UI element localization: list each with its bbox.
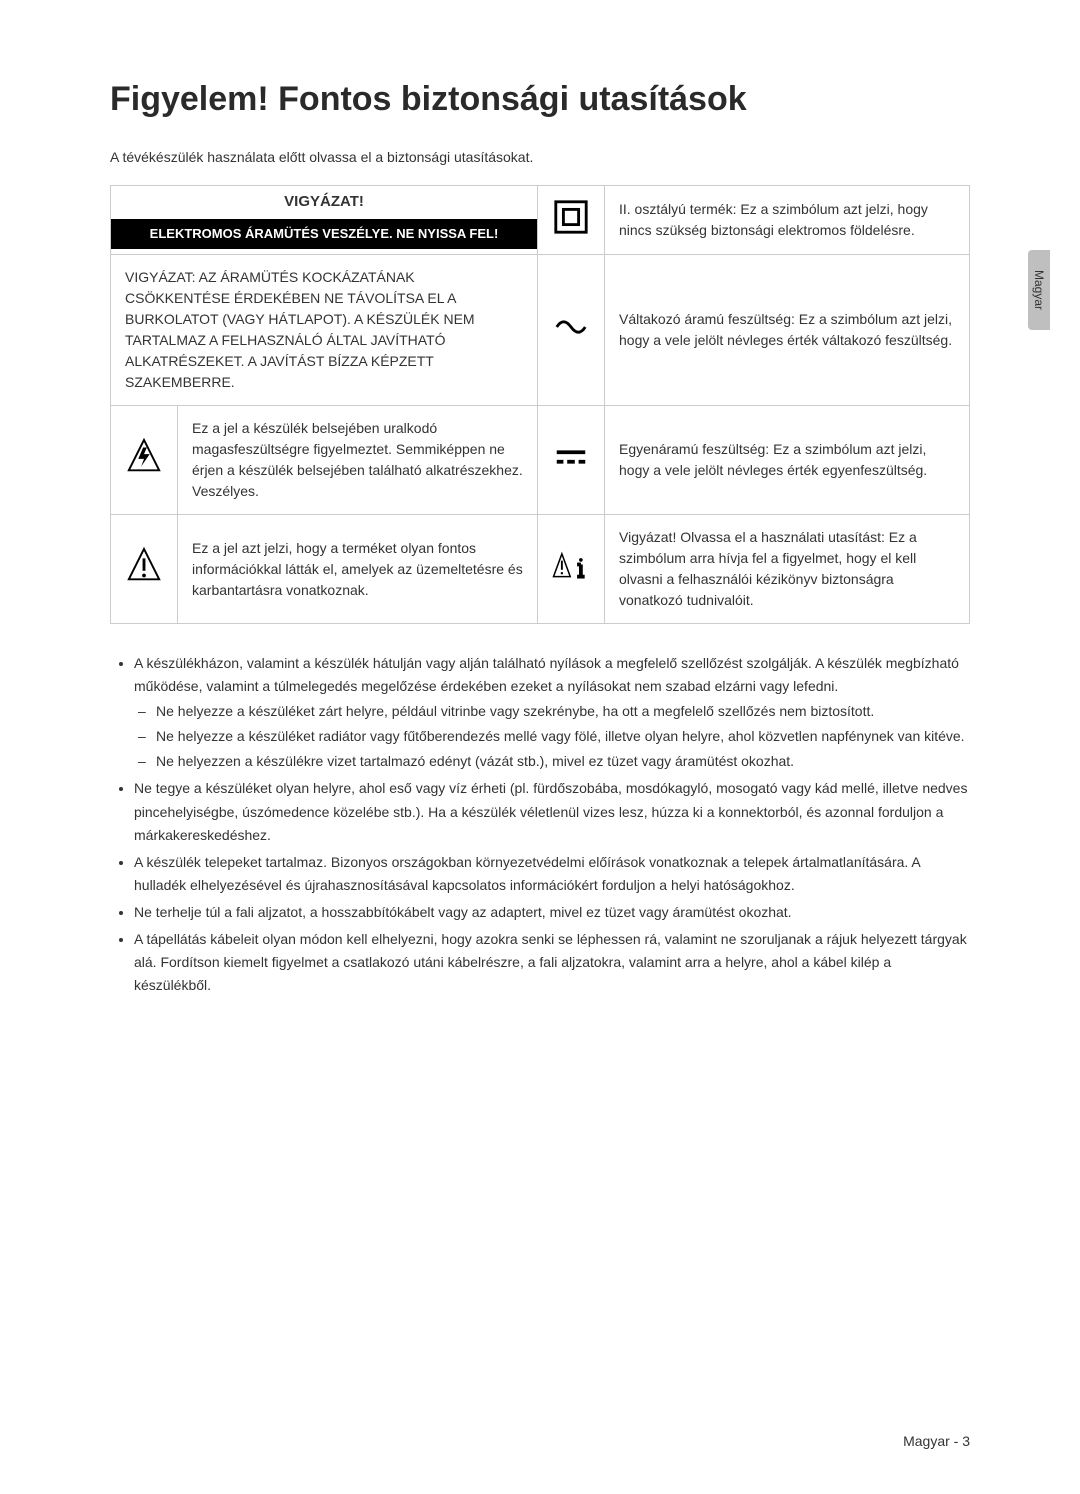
intro-text: A tévékészülék használata előtt olvassa … — [110, 149, 970, 165]
ac-icon-cell — [538, 255, 605, 406]
list-item: A készülékházon, valamint a készülék hát… — [134, 652, 970, 773]
sub-list-item: Ne helyezze a készüléket zárt helyre, pé… — [156, 700, 970, 723]
list-item: A készülék telepeket tartalmaz. Bizonyos… — [134, 851, 970, 897]
list-item: Ne terhelje túl a fali aljzatot, a hossz… — [134, 901, 970, 924]
safety-notes-list: A készülékházon, valamint a készülék hát… — [110, 652, 970, 997]
page-footer: Magyar - 3 — [903, 1433, 970, 1449]
sub-list: Ne helyezze a készüléket zárt helyre, pé… — [134, 700, 970, 773]
info-triangle-icon-cell — [111, 515, 178, 624]
sub-list-item: Ne helyezzen a készülékre vizet tartalma… — [156, 750, 970, 773]
ac-icon — [552, 308, 590, 346]
dc-icon — [552, 438, 590, 476]
list-item-text: A készülékházon, valamint a készülék hát… — [134, 655, 959, 694]
ac-desc: Váltakozó áramú feszültség: Ez a szimból… — [605, 255, 970, 406]
warning-title: VIGYÁZAT! — [111, 191, 537, 220]
list-item: Ne tegye a készüléket olyan helyre, ahol… — [134, 777, 970, 846]
high-voltage-icon — [125, 438, 163, 476]
read-manual-icon-cell — [538, 515, 605, 624]
high-voltage-icon-cell — [111, 406, 178, 515]
high-voltage-desc: Ez a jel a készülék belsejében uralkodó … — [178, 406, 538, 515]
sub-list-item: Ne helyezze a készüléket radiátor vagy f… — [156, 725, 970, 748]
info-triangle-desc: Ez a jel azt jelzi, hogy a terméket olya… — [178, 515, 538, 624]
language-tab: Magyar — [1028, 250, 1050, 330]
read-manual-icon — [552, 547, 590, 585]
safety-table: VIGYÁZAT! ELEKTROMOS ÁRAMÜTÉS VESZÉLYE. … — [110, 185, 970, 624]
dc-icon-cell — [538, 406, 605, 515]
dc-desc: Egyenáramú feszültség: Ez a szimbólum az… — [605, 406, 970, 515]
class2-icon-cell — [538, 186, 605, 255]
info-triangle-icon — [125, 547, 163, 585]
class2-desc: II. osztályú termék: Ez a szimbólum azt … — [605, 186, 970, 255]
warning-body: VIGYÁZAT: AZ ÁRAMÜTÉS KOCKÁZATÁNAK CSÖKK… — [111, 255, 538, 406]
warning-subtitle: ELEKTROMOS ÁRAMÜTÉS VESZÉLYE. NE NYISSA … — [111, 219, 537, 249]
page-title: Figyelem! Fontos biztonsági utasítások — [110, 80, 970, 119]
read-manual-desc: Vigyázat! Olvassa el a használati utasít… — [605, 515, 970, 624]
list-item: A tápellátás kábeleit olyan módon kell e… — [134, 928, 970, 997]
class2-icon — [552, 198, 590, 236]
